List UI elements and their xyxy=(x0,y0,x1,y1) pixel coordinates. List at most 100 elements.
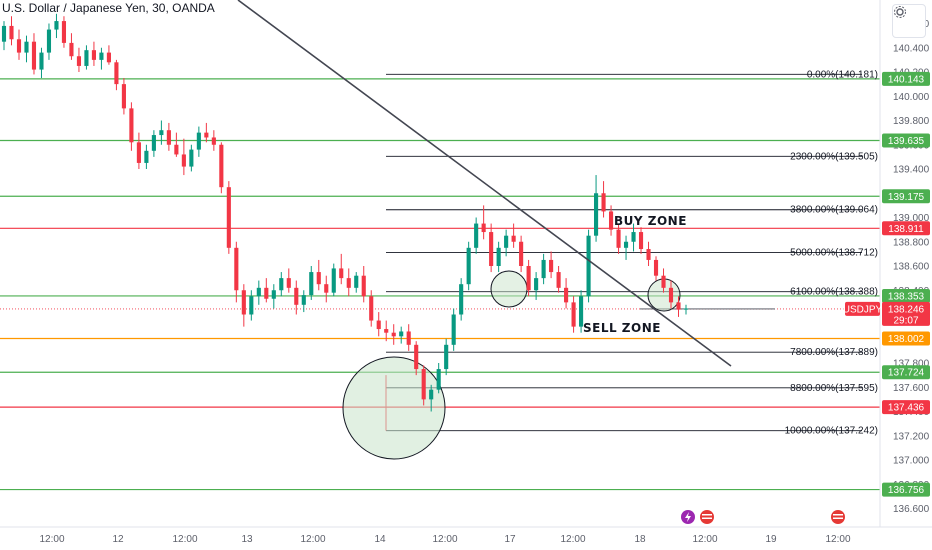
candle-body xyxy=(474,223,479,248)
candle-body xyxy=(541,259,546,279)
price-badge-label: 138.911 xyxy=(888,224,924,235)
candle-body xyxy=(451,314,456,345)
candle-body xyxy=(16,39,22,53)
y-tick-label: 137.200 xyxy=(893,431,930,442)
candle-body xyxy=(121,84,126,109)
candle-body xyxy=(106,52,111,63)
candle-body xyxy=(526,266,531,291)
highlight-circle-mid xyxy=(490,270,528,308)
candle-body xyxy=(623,241,629,248)
candle-body xyxy=(61,21,67,43)
candle-body xyxy=(361,275,366,297)
price-badge xyxy=(882,365,930,380)
candle-body xyxy=(534,278,539,291)
candle-body xyxy=(279,278,284,291)
candle-body xyxy=(564,287,569,303)
sell-zone-label: SELL ZONE xyxy=(583,321,661,335)
x-tick-label: 12:00 xyxy=(300,534,325,545)
candle-body xyxy=(159,130,164,136)
candle-body xyxy=(294,287,299,305)
price-badge-label: 139.175 xyxy=(888,192,925,203)
fib-extension: 0.00%(140.181) 2300.00%(139.505) 3800.00%(… xyxy=(385,69,878,437)
price-axis[interactable]: 136.600136.800137.000137.200137.400137.6… xyxy=(843,0,932,550)
candle-body xyxy=(46,29,52,53)
candle-body xyxy=(99,52,104,60)
candle-body xyxy=(436,369,441,390)
candle-body xyxy=(579,296,584,327)
price-badge xyxy=(882,221,930,236)
candle-body xyxy=(264,287,269,299)
symbol-badge xyxy=(845,301,880,316)
candle-body xyxy=(511,235,516,242)
candle-body xyxy=(376,320,381,330)
price-badge xyxy=(882,189,930,204)
candle-body xyxy=(1,25,7,42)
candle-body xyxy=(54,21,59,30)
price-badge-label: 136.756 xyxy=(888,485,925,496)
last-price-label: 138.246 xyxy=(888,304,925,315)
highlight-circles xyxy=(342,270,681,460)
fib-label: 7800.00%(137.889) xyxy=(790,347,878,358)
candle-body xyxy=(481,223,486,233)
candle-body xyxy=(84,50,89,66)
fib-label: 6100.00%(138.388) xyxy=(790,287,878,298)
x-tick-label: 13 xyxy=(241,534,253,545)
candle-body xyxy=(324,284,329,293)
candle-body xyxy=(429,389,434,400)
y-tick-label: 139.800 xyxy=(893,116,930,127)
candle-body xyxy=(661,275,666,288)
flag-event-icon xyxy=(700,510,714,524)
candle-body xyxy=(114,62,119,85)
candle-body xyxy=(638,232,644,250)
x-tick-label: 12:00 xyxy=(692,534,717,545)
flag-event-icon-2 xyxy=(831,510,845,524)
candle-body xyxy=(144,150,149,163)
price-badge-label: 138.002 xyxy=(888,334,925,345)
candle-body xyxy=(631,232,636,242)
candle-body xyxy=(369,296,374,321)
candle-body xyxy=(331,268,336,293)
y-tick-label: 138.600 xyxy=(893,262,930,273)
candle-body xyxy=(504,235,509,248)
trend-line-group xyxy=(237,0,732,367)
price-badge xyxy=(882,71,930,86)
candle-body xyxy=(571,302,576,327)
x-tick-label: 12:00 xyxy=(172,534,197,545)
candle-body xyxy=(256,287,261,297)
symbol-badge-label: USDJPY xyxy=(843,304,883,315)
candle-body xyxy=(151,135,156,151)
candle-body xyxy=(286,278,291,288)
y-tick-label: 138.800 xyxy=(893,237,930,248)
candle-body xyxy=(399,331,404,337)
candle-body xyxy=(174,144,179,155)
candle-body xyxy=(676,302,681,310)
candle-body xyxy=(616,229,621,248)
candle-body xyxy=(39,52,44,70)
candle-body xyxy=(421,369,426,400)
candle-body xyxy=(211,137,216,145)
y-tick-label: 137.800 xyxy=(893,359,930,370)
candle-body xyxy=(226,187,231,248)
price-badge-label: 139.635 xyxy=(888,136,925,147)
candle-body xyxy=(549,259,554,273)
fib-label: 8800.00%(137.595) xyxy=(790,383,878,394)
x-tick-label: 19 xyxy=(765,534,777,545)
price-badge-label: 137.436 xyxy=(888,403,925,414)
candle-body xyxy=(301,295,306,305)
candle-body xyxy=(129,108,134,143)
y-tick-label: 137.000 xyxy=(893,456,930,467)
candle-body xyxy=(646,249,651,260)
candle-body xyxy=(271,290,276,299)
candle-body xyxy=(339,268,344,279)
candle-body xyxy=(249,296,254,315)
y-tick-label: 136.600 xyxy=(893,504,930,515)
candle-body xyxy=(594,193,599,236)
gear-icon[interactable] xyxy=(892,4,926,38)
trend-line xyxy=(237,0,732,367)
price-badge xyxy=(882,331,930,346)
candle-body xyxy=(234,247,239,291)
price-badge xyxy=(882,400,930,415)
candle-body xyxy=(489,232,494,266)
time-axis[interactable]: 12:00 12 12:00 13 12:00 14 12:00 17 12:00 18 12:00… xyxy=(0,510,932,545)
